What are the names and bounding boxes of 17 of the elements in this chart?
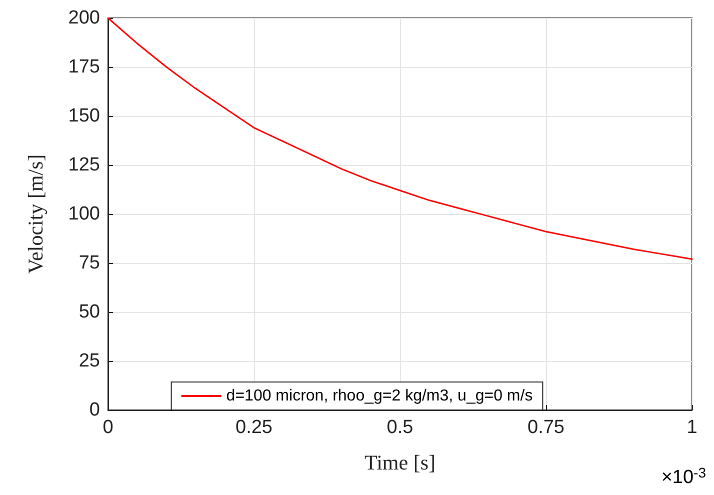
x-tick-label: 0.5 bbox=[386, 417, 414, 438]
y-tick-label: 200 bbox=[68, 8, 100, 28]
y-tick-label: 25 bbox=[78, 350, 100, 372]
x-tick-label: 0.25 bbox=[236, 417, 272, 438]
y-tick-label: 150 bbox=[68, 106, 100, 126]
y-tick-label: 125 bbox=[68, 154, 100, 176]
y-tick-label: 0 bbox=[89, 400, 100, 420]
y-tick-label: 50 bbox=[78, 302, 100, 322]
x-tick-label: 1 bbox=[686, 417, 698, 438]
y-tick-label: 100 bbox=[68, 204, 100, 224]
x-axis-title: Time [s] bbox=[364, 450, 436, 474]
y-axis-title: Velocity [m/s] bbox=[24, 154, 48, 274]
y-tick-label: 175 bbox=[68, 56, 100, 78]
legend-label: d=100 micron, rhoo_g=2 kg/m3, u_g=0 m/s bbox=[226, 388, 533, 404]
x-tick-label: 0 bbox=[102, 417, 114, 438]
x-tick-label: 0.75 bbox=[528, 417, 564, 438]
y-tick-label: 75 bbox=[78, 252, 100, 274]
